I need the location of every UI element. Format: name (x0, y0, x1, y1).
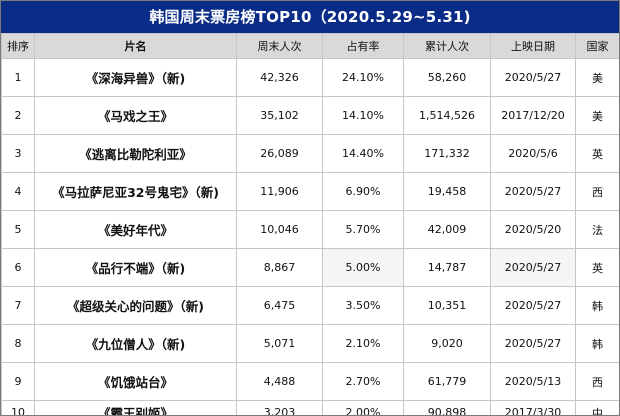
cell-country: 西 (575, 172, 619, 211)
cell-total: 171,332 (403, 134, 491, 173)
cell-country: 韩 (575, 324, 619, 363)
cell-rank: 2 (1, 96, 35, 135)
cell-weekend: 35,102 (236, 96, 323, 135)
cell-movie: 《马戏之王》 (34, 96, 237, 135)
cell-movie: 《饥饿站台》 (34, 362, 237, 401)
header-share: 占有率 (322, 33, 404, 59)
cell-country: 美 (575, 58, 619, 97)
cell-movie: 《品行不端》（新) (34, 248, 237, 287)
cell-rank: 3 (1, 134, 35, 173)
table-row: 1 《深海异兽》（新) 42,326 24.10% 58,260 2020/5/… (1, 58, 619, 97)
header-row: 排序 片名 周末人次 占有率 累计人次 上映日期 国家 (1, 33, 619, 59)
cell-rank: 9 (1, 362, 35, 401)
cell-rank: 7 (1, 286, 35, 325)
cell-weekend: 26,089 (236, 134, 323, 173)
header-movie: 片名 (34, 33, 237, 59)
table-row: 6 《品行不端》（新) 8,867 5.00% 14,787 2020/5/27… (1, 248, 619, 287)
cell-movie: 《深海异兽》（新) (34, 58, 237, 97)
cell-movie: 《九位僧人》（新) (34, 324, 237, 363)
table-row: 10 《霸王别姬》 3,203 2.00% 90,898 2017/3/30 中 (1, 400, 619, 415)
cell-share: 24.10% (322, 58, 404, 97)
cell-release: 2020/5/27 (490, 248, 576, 287)
cell-rank: 10 (1, 400, 35, 415)
cell-country: 韩 (575, 286, 619, 325)
box-office-table: 排序 片名 周末人次 占有率 累计人次 上映日期 国家 1 《深海异兽》（新) … (1, 33, 619, 415)
cell-total: 90,898 (403, 400, 491, 415)
cell-share: 2.10% (322, 324, 404, 363)
cell-rank: 8 (1, 324, 35, 363)
cell-total: 61,779 (403, 362, 491, 401)
cell-total: 10,351 (403, 286, 491, 325)
cell-country: 美 (575, 96, 619, 135)
cell-release: 2020/5/27 (490, 286, 576, 325)
cell-release: 2020/5/20 (490, 210, 576, 249)
cell-release: 2020/5/6 (490, 134, 576, 173)
table-row: 7 《超级关心的问题》（新) 6,475 3.50% 10,351 2020/5… (1, 286, 619, 325)
cell-weekend: 10,046 (236, 210, 323, 249)
page-title: 韩国周末票房榜TOP10（2020.5.29~5.31) (1, 1, 619, 33)
cell-total: 1,514,526 (403, 96, 491, 135)
cell-share: 6.90% (322, 172, 404, 211)
cell-rank: 6 (1, 248, 35, 287)
table-row: 8 《九位僧人》（新) 5,071 2.10% 9,020 2020/5/27 … (1, 324, 619, 363)
cell-release: 2017/12/20 (490, 96, 576, 135)
cell-movie: 《超级关心的问题》（新) (34, 286, 237, 325)
cell-movie: 《逃离比勒陀利亚》 (34, 134, 237, 173)
cell-country: 英 (575, 134, 619, 173)
cell-weekend: 3,203 (236, 400, 323, 415)
cell-share: 5.70% (322, 210, 404, 249)
cell-weekend: 42,326 (236, 58, 323, 97)
cell-release: 2017/3/30 (490, 400, 576, 415)
cell-rank: 4 (1, 172, 35, 211)
cell-release: 2020/5/27 (490, 172, 576, 211)
cell-release: 2020/5/27 (490, 324, 576, 363)
table-row: 3 《逃离比勒陀利亚》 26,089 14.40% 171,332 2020/5… (1, 134, 619, 173)
header-rank: 排序 (1, 33, 35, 59)
cell-country: 西 (575, 362, 619, 401)
table-row: 2 《马戏之王》 35,102 14.10% 1,514,526 2017/12… (1, 96, 619, 135)
table-row: 5 《美好年代》 10,046 5.70% 42,009 2020/5/20 法 (1, 210, 619, 249)
cell-country: 法 (575, 210, 619, 249)
cell-share: 14.10% (322, 96, 404, 135)
header-total-admissions: 累计人次 (403, 33, 491, 59)
cell-share: 5.00% (322, 248, 404, 287)
cell-country: 中 (575, 400, 619, 415)
cell-total: 42,009 (403, 210, 491, 249)
cell-release: 2020/5/27 (490, 58, 576, 97)
cell-movie: 《马拉萨尼亚32号鬼宅》（新) (34, 172, 237, 211)
cell-rank: 1 (1, 58, 35, 97)
cell-weekend: 5,071 (236, 324, 323, 363)
cell-weekend: 11,906 (236, 172, 323, 211)
cell-total: 9,020 (403, 324, 491, 363)
cell-total: 58,260 (403, 58, 491, 97)
header-release-date: 上映日期 (490, 33, 576, 59)
cell-rank: 5 (1, 210, 35, 249)
cell-movie: 《霸王别姬》 (34, 400, 237, 415)
header-country: 国家 (575, 33, 619, 59)
cell-movie: 《美好年代》 (34, 210, 237, 249)
table-row: 9 《饥饿站台》 4,488 2.70% 61,779 2020/5/13 西 (1, 362, 619, 401)
cell-share: 2.70% (322, 362, 404, 401)
cell-release: 2020/5/13 (490, 362, 576, 401)
cell-share: 3.50% (322, 286, 404, 325)
cell-weekend: 8,867 (236, 248, 323, 287)
cell-total: 14,787 (403, 248, 491, 287)
cell-country: 英 (575, 248, 619, 287)
cell-weekend: 4,488 (236, 362, 323, 401)
cell-share: 2.00% (322, 400, 404, 415)
table-row: 4 《马拉萨尼亚32号鬼宅》（新) 11,906 6.90% 19,458 20… (1, 172, 619, 211)
header-weekend-admissions: 周末人次 (236, 33, 323, 59)
cell-share: 14.40% (322, 134, 404, 173)
cell-total: 19,458 (403, 172, 491, 211)
cell-weekend: 6,475 (236, 286, 323, 325)
